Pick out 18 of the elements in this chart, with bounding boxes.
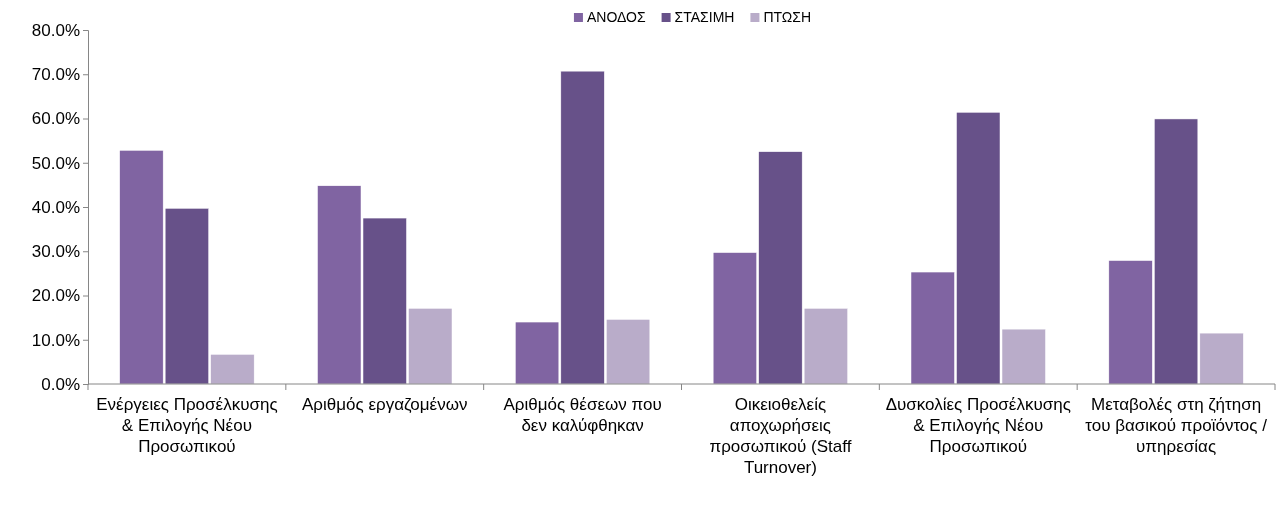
x-tick-label: Μεταβολές στη ζήτηση του βασικού προϊόντος / υπηρεσίας xyxy=(1085,395,1268,456)
y-tick-label: 0.0% xyxy=(41,374,80,394)
x-tick-label: Αριθμός θέσεων που δεν καλύφθηκαν xyxy=(503,395,662,435)
y-tick-label: 80.0% xyxy=(31,20,80,40)
x-tick-label: Ενέργειες Προσέλκυσης & Επιλογής Νέου Προσωπικού xyxy=(96,395,278,456)
y-tick-label: 60.0% xyxy=(31,109,80,129)
x-tick-label: Αριθμός εργαζομένων xyxy=(302,395,468,414)
y-tick-label: 40.0% xyxy=(31,197,80,217)
legend-label: ΣΤΑΣΙΜΗ xyxy=(674,9,735,25)
y-tick-label: 50.0% xyxy=(31,153,80,173)
legend-label: ΑΝΟΔΟΣ xyxy=(586,9,646,25)
x-tick-label: Δυσκολίες Προσέλκυσης & Επιλογής Νέου Προσωπικού xyxy=(885,395,1071,456)
y-tick-label: 20.0% xyxy=(31,286,80,306)
x-tick-label: Οικειοθελείς αποχωρήσεις προσωπικού (Staff Turnover) xyxy=(709,395,852,477)
y-tick-label: 10.0% xyxy=(31,330,80,350)
y-tick-label: 30.0% xyxy=(31,242,80,262)
y-tick-label: 70.0% xyxy=(31,65,80,85)
legend-label: ΠΤΩΣΗ xyxy=(763,9,812,25)
